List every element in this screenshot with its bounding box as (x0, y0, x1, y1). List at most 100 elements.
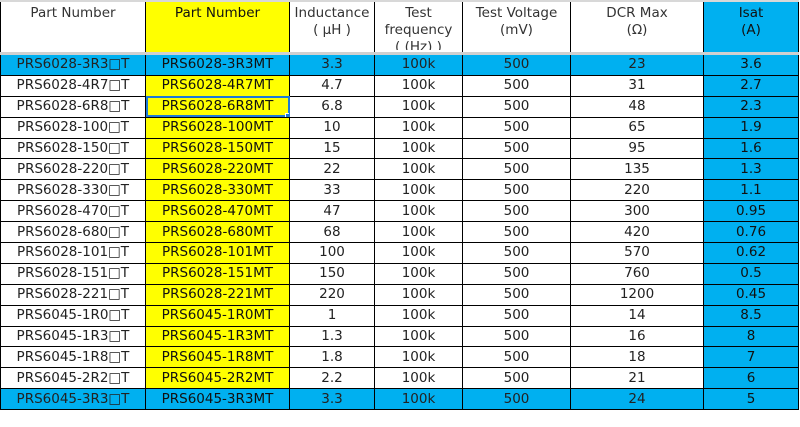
cell-test-voltage[interactable]: 500 (462, 95, 571, 118)
cell-dcr-max[interactable]: 760 (570, 262, 704, 285)
cell-part-number[interactable]: PRS6028-470□T (0, 200, 146, 223)
header-dcr-max[interactable]: DCR Max (Ω) (570, 0, 704, 54)
cell-isat[interactable]: 1.6 (703, 137, 799, 160)
cell-part-number[interactable]: PRS6045-1R8□T (0, 346, 146, 369)
cell-isat[interactable]: 0.62 (703, 242, 799, 264)
cell-inductance[interactable]: 1 (289, 304, 375, 327)
cell-isat[interactable]: 2.3 (703, 95, 799, 118)
cell-test-frequency[interactable]: 100k (374, 158, 463, 181)
cell-dcr-max[interactable]: 135 (570, 158, 704, 181)
cell-part-number[interactable]: PRS6028-6R8□T (0, 95, 146, 118)
cell-part-number[interactable]: PRS6045-2R2□T (0, 367, 146, 390)
cell-test-voltage[interactable]: 500 (462, 200, 571, 223)
cell-inductance[interactable]: 6.8 (289, 95, 375, 118)
cell-test-frequency[interactable]: 100k (374, 262, 463, 285)
cell-inductance[interactable]: 22 (289, 158, 375, 181)
cell-test-voltage[interactable]: 500 (462, 179, 571, 202)
cell-inductance[interactable]: 3.3 (289, 52, 375, 76)
cell-part-number-mt[interactable]: PRS6028-330MT (145, 179, 290, 202)
cell-isat[interactable]: 0.5 (703, 262, 799, 285)
cell-part-number[interactable]: PRS6028-3R3□T (0, 52, 146, 76)
cell-part-number[interactable]: PRS6028-221□T (0, 283, 146, 306)
cell-part-number[interactable]: PRS6045-1R3□T (0, 325, 146, 348)
cell-part-number-mt[interactable]: PRS6045-2R2MT (145, 367, 290, 390)
cell-test-frequency[interactable]: 100k (374, 304, 463, 327)
cell-dcr-max[interactable]: 24 (570, 388, 704, 411)
header-test-frequency[interactable]: Test frequency ( (Hz) ) (374, 0, 463, 54)
cell-isat[interactable]: 2.7 (703, 74, 799, 97)
cell-test-frequency[interactable]: 100k (374, 52, 463, 76)
cell-isat[interactable]: 0.45 (703, 283, 799, 306)
cell-part-number-mt[interactable]: PRS6028-151MT (145, 262, 290, 285)
header-part-number-mt[interactable]: Part Number (145, 0, 290, 54)
cell-part-number-mt[interactable]: PRS6045-1R0MT (145, 304, 290, 327)
cell-test-frequency[interactable]: 100k (374, 283, 463, 306)
cell-test-voltage[interactable]: 500 (462, 283, 571, 306)
cell-inductance[interactable]: 1.8 (289, 346, 375, 369)
cell-part-number[interactable]: PRS6028-680□T (0, 221, 146, 244)
cell-test-frequency[interactable]: 100k (374, 346, 463, 369)
cell-inductance[interactable]: 15 (289, 137, 375, 160)
cell-test-frequency[interactable]: 100k (374, 95, 463, 118)
cell-inductance[interactable]: 2.2 (289, 367, 375, 390)
cell-isat[interactable]: 6 (703, 367, 799, 390)
cell-part-number-mt[interactable]: PRS6028-3R3MT (145, 52, 290, 76)
cell-test-voltage[interactable]: 500 (462, 304, 571, 327)
cell-inductance[interactable]: 3.3 (289, 388, 375, 411)
header-isat[interactable]: Isat (A) (703, 0, 799, 54)
cell-part-number[interactable]: PRS6045-3R3□T (0, 388, 146, 411)
cell-test-voltage[interactable]: 500 (462, 137, 571, 160)
cell-dcr-max[interactable]: 570 (570, 242, 704, 264)
cell-isat[interactable]: 1.1 (703, 179, 799, 202)
cell-dcr-max[interactable]: 300 (570, 200, 704, 223)
cell-dcr-max[interactable]: 23 (570, 52, 704, 76)
cell-part-number[interactable]: PRS6028-100□T (0, 116, 146, 139)
cell-dcr-max[interactable]: 18 (570, 346, 704, 369)
cell-test-frequency[interactable]: 100k (374, 242, 463, 264)
header-test-voltage[interactable]: Test Voltage (mV) (462, 0, 571, 54)
cell-inductance[interactable]: 4.7 (289, 74, 375, 97)
cell-test-voltage[interactable]: 500 (462, 158, 571, 181)
cell-inductance[interactable]: 68 (289, 221, 375, 244)
cell-inductance[interactable]: 100 (289, 242, 375, 264)
cell-part-number[interactable]: PRS6028-4R7□T (0, 74, 146, 97)
cell-test-frequency[interactable]: 100k (374, 325, 463, 348)
cell-dcr-max[interactable]: 16 (570, 325, 704, 348)
cell-dcr-max[interactable]: 65 (570, 116, 704, 139)
cell-part-number[interactable]: PRS6028-330□T (0, 179, 146, 202)
cell-test-frequency[interactable]: 100k (374, 367, 463, 390)
cell-inductance[interactable]: 33 (289, 179, 375, 202)
cell-isat[interactable]: 7 (703, 346, 799, 369)
cell-part-number[interactable]: PRS6028-151□T (0, 262, 146, 285)
cell-test-voltage[interactable]: 500 (462, 116, 571, 139)
cell-part-number[interactable]: PRS6028-220□T (0, 158, 146, 181)
cell-part-number-mt[interactable]: PRS6028-470MT (145, 200, 290, 223)
cell-part-number-mt[interactable]: PRS6028-680MT (145, 221, 290, 244)
cell-test-frequency[interactable]: 100k (374, 116, 463, 139)
cell-test-voltage[interactable]: 500 (462, 262, 571, 285)
cell-inductance[interactable]: 1.3 (289, 325, 375, 348)
cell-test-voltage[interactable]: 500 (462, 242, 571, 264)
cell-part-number-mt[interactable]: PRS6028-4R7MT (145, 74, 290, 97)
cell-inductance[interactable]: 150 (289, 262, 375, 285)
cell-dcr-max[interactable]: 31 (570, 74, 704, 97)
cell-dcr-max[interactable]: 48 (570, 95, 704, 118)
cell-part-number-mt[interactable]: PRS6028-6R8MT (145, 95, 290, 118)
cell-test-frequency[interactable]: 100k (374, 137, 463, 160)
cell-test-frequency[interactable]: 100k (374, 221, 463, 244)
cell-inductance[interactable]: 10 (289, 116, 375, 139)
cell-test-frequency[interactable]: 100k (374, 388, 463, 411)
cell-part-number-mt[interactable]: PRS6028-220MT (145, 158, 290, 181)
cell-part-number[interactable]: PRS6045-1R0□T (0, 304, 146, 327)
cell-isat[interactable]: 8.5 (703, 304, 799, 327)
cell-inductance[interactable]: 220 (289, 283, 375, 306)
cell-dcr-max[interactable]: 1200 (570, 283, 704, 306)
cell-part-number-mt[interactable]: PRS6028-221MT (145, 283, 290, 306)
cell-isat[interactable]: 0.95 (703, 200, 799, 223)
cell-test-frequency[interactable]: 100k (374, 74, 463, 97)
cell-part-number-mt[interactable]: PRS6045-3R3MT (145, 388, 290, 411)
cell-dcr-max[interactable]: 95 (570, 137, 704, 160)
cell-test-voltage[interactable]: 500 (462, 388, 571, 411)
cell-part-number[interactable]: PRS6028-101□T (0, 242, 146, 264)
cell-isat[interactable]: 3.6 (703, 52, 799, 76)
